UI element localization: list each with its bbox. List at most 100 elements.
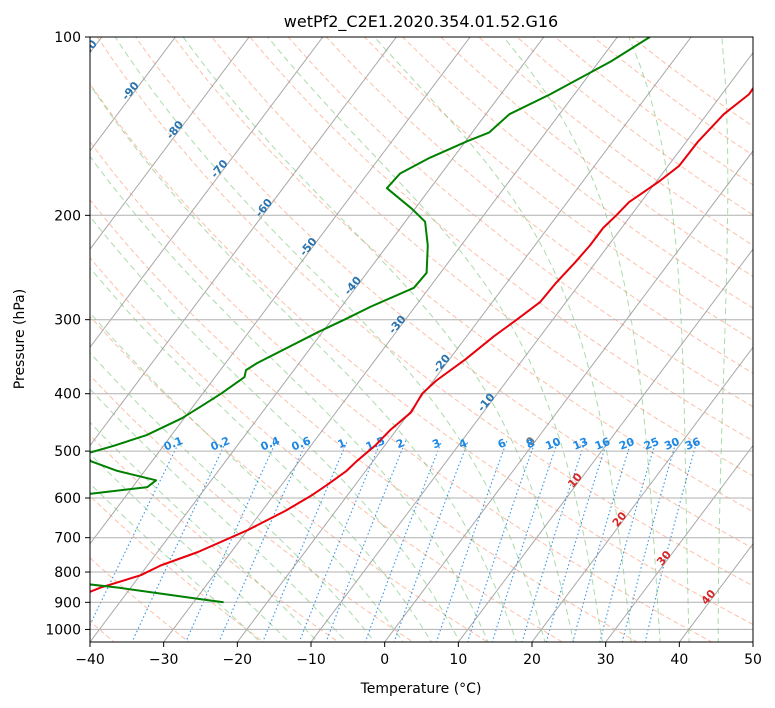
mixing-ratio-label: 8 xyxy=(524,436,536,451)
isotherm-label: 10 xyxy=(565,470,585,490)
dry-adiabat-line xyxy=(363,37,753,341)
isotherm-label: -90 xyxy=(119,79,142,103)
moist-adiabat-line xyxy=(90,267,432,642)
mixing-ratio-line xyxy=(491,440,559,642)
dry-adiabat-lines xyxy=(90,37,753,642)
moist-adiabat-line xyxy=(90,311,404,642)
isotherm-line xyxy=(90,37,398,447)
dry-adiabat-line xyxy=(401,37,753,309)
dry-adiabat-line xyxy=(90,141,713,642)
dry-adiabat-line xyxy=(592,37,753,157)
x-tick-label: −10 xyxy=(296,652,326,668)
mixing-ratio-line xyxy=(572,440,632,642)
y-tick-label: 300 xyxy=(54,313,81,329)
mixing-ratio-line xyxy=(298,440,382,642)
x-tick-label: −30 xyxy=(149,652,179,668)
dry-adiabat-line xyxy=(249,37,753,442)
isotherm-line xyxy=(310,51,753,642)
chart-title: wetPf2_C2E1.2020.354.01.52.G16 xyxy=(284,12,558,32)
temperature-profile-line xyxy=(90,86,753,593)
dewpoint-profile-line xyxy=(90,37,651,604)
sounding-profiles xyxy=(90,37,753,604)
dry-adiabat-line xyxy=(211,37,753,477)
mixing-ratio-lines xyxy=(90,440,698,642)
isotherm-line xyxy=(384,150,753,642)
mixing-ratio-line xyxy=(185,440,277,642)
mixing-ratio-label: 20 xyxy=(617,435,636,453)
moist-adiabat-line xyxy=(90,215,461,642)
dry-adiabat-line xyxy=(325,37,753,374)
y-tick-label: 600 xyxy=(54,491,81,507)
mixing-ratio-label: 30 xyxy=(662,435,681,453)
mixing-ratio-line xyxy=(393,440,469,642)
moist-adiabat-line xyxy=(90,453,290,642)
y-axis-label: Pressure (hPa) xyxy=(12,289,28,389)
isotherm-label: -50 xyxy=(297,235,320,259)
dry-adiabat-line xyxy=(516,37,753,216)
y-tick-label: 800 xyxy=(54,565,81,581)
mixing-ratio-line xyxy=(218,440,308,642)
dry-adiabat-line xyxy=(90,82,753,626)
mixing-ratio-line xyxy=(644,440,698,642)
isotherm-line xyxy=(531,346,753,642)
dry-adiabat-line xyxy=(90,495,265,642)
mixing-ratio-line xyxy=(521,440,586,642)
isotherm-line xyxy=(90,37,545,642)
dry-adiabat-line xyxy=(287,37,753,408)
isotherm-lines xyxy=(90,37,753,642)
y-tick-label: 1000 xyxy=(45,622,81,638)
x-tick-label: 20 xyxy=(523,652,541,668)
isotherm-line xyxy=(90,37,250,250)
mixing-ratio-line xyxy=(621,440,677,642)
mixing-ratio-line xyxy=(545,440,608,642)
x-tick-label: −20 xyxy=(223,652,253,668)
x-tick-label: 50 xyxy=(744,652,762,668)
x-tick-label: 40 xyxy=(670,652,688,668)
x-tick-label: 0 xyxy=(380,652,389,668)
mixing-ratio-label: 1 xyxy=(336,436,348,451)
mixing-ratio-label: 2 xyxy=(394,436,406,451)
isotherm-label: 30 xyxy=(654,548,674,568)
dry-adiabat-line xyxy=(554,37,753,186)
mixing-ratio-labels: 0.1 0.2 0.4 0.6 1 1.5 2 3 4 6 8 10 13 16 20 25 30 36 xyxy=(162,434,703,453)
x-tick-label: 10 xyxy=(449,652,467,668)
moist-adiabat-lines xyxy=(90,37,729,642)
x-tick-label: 30 xyxy=(597,652,615,668)
x-tick-label: −40 xyxy=(75,652,105,668)
isotherm-line xyxy=(605,444,753,642)
isotherm-line xyxy=(752,641,753,642)
isotherm-line xyxy=(90,37,177,152)
isotherm-line xyxy=(90,37,471,545)
y-axis-ticks: 100 200 300 400 500 600 700 800 900 1000 xyxy=(45,30,90,638)
dry-adiabat-line xyxy=(90,198,639,642)
mixing-ratio-label: 10 xyxy=(544,435,563,453)
dry-adiabat-line xyxy=(173,37,753,513)
y-tick-label: 100 xyxy=(54,30,81,46)
isotherm-line xyxy=(90,37,324,349)
mixing-ratio-label: 25 xyxy=(642,435,661,453)
dry-adiabat-line xyxy=(134,37,753,550)
isotherm-label: 20 xyxy=(610,509,630,529)
mixing-ratio-label: 13 xyxy=(571,435,590,453)
mixing-ratio-line xyxy=(599,440,657,642)
moist-adiabat-line xyxy=(717,37,729,642)
moist-adiabat-line xyxy=(90,482,261,642)
isotherm-label: -60 xyxy=(253,196,276,220)
mixing-ratio-label: 6 xyxy=(496,436,508,451)
dry-adiabat-line xyxy=(90,315,489,642)
plot-frame xyxy=(89,36,754,643)
moist-adiabat-line xyxy=(503,37,661,642)
isotherm-line xyxy=(457,248,753,642)
isotherm-label: -30 xyxy=(386,313,409,337)
isotherm-label: -70 xyxy=(208,157,231,181)
dry-adiabat-line xyxy=(90,257,564,642)
y-tick-label: 500 xyxy=(54,444,81,460)
dry-adiabat-line xyxy=(478,37,753,247)
plot-area: -100-90-80-70-60-50-40-30-20-10010203040… xyxy=(90,37,753,642)
y-tick-label: 400 xyxy=(54,387,81,403)
mixing-ratio-line xyxy=(364,440,443,642)
mixing-ratio-label: 36 xyxy=(683,435,702,453)
isotherm-line xyxy=(163,37,619,642)
